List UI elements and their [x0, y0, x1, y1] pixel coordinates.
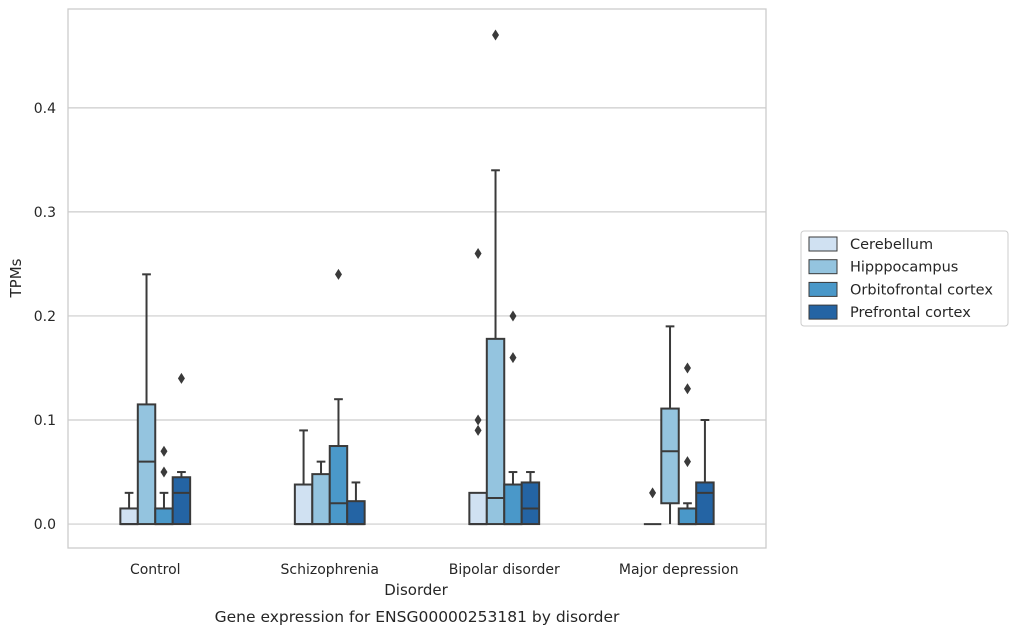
box-major-depression-cerebellum — [643, 487, 662, 526]
box-bipolar-disorder-prefrontal-cortex — [520, 471, 541, 526]
x-tick-label-control: Control — [130, 562, 181, 578]
outlier-point — [683, 456, 691, 468]
outlier-point — [509, 310, 517, 322]
outlier-point — [160, 466, 168, 478]
box-major-depression-hipppocampus — [660, 325, 680, 525]
box-iqr — [293, 483, 314, 526]
y-tick-labels: 0.0 0.1 0.2 0.3 0.4 — [34, 101, 56, 533]
outlier-point — [474, 424, 482, 436]
outlier-point — [334, 268, 342, 280]
box-iqr — [136, 403, 157, 526]
box-iqr — [311, 473, 331, 526]
x-axis-title: Disorder — [384, 581, 448, 599]
x-tick-label-schizophrenia: Schizophrenia — [281, 562, 379, 578]
y-tick-label: 0.0 — [34, 517, 56, 533]
legend: Cerebellum Hipppocampus Orbitofrontal cort… — [800, 230, 1009, 327]
y-tick-label: 0.4 — [34, 101, 56, 117]
x-tick-labels: Control Schizophrenia Bipolar disorder Majo… — [130, 562, 739, 578]
outlier-point — [177, 372, 185, 384]
box-iqr — [677, 507, 698, 526]
legend-label: Orbitofrontal cortex — [850, 282, 993, 298]
box-iqr — [660, 407, 680, 505]
legend-item-orbitofrontal-cortex: Orbitofrontal cortex — [808, 281, 993, 298]
legend-items: Cerebellum Hipppocampus Orbitofrontal cort… — [808, 236, 993, 321]
box-iqr — [485, 337, 506, 526]
legend-swatch — [808, 281, 838, 297]
outlier-point — [683, 383, 691, 395]
outlier-point — [509, 352, 517, 364]
legend-label: Cerebellum — [850, 237, 933, 253]
box-iqr — [468, 491, 488, 526]
box-iqr — [503, 483, 523, 526]
box-iqr — [346, 500, 366, 526]
legend-swatch — [808, 236, 838, 252]
y-tick-label: 0.2 — [34, 309, 56, 325]
legend-item-cerebellum: Cerebellum — [808, 236, 933, 253]
box-schizophrenia-hipppocampus — [311, 460, 331, 526]
plot-frame — [67, 8, 767, 549]
box-control-prefrontal-cortex — [171, 372, 192, 526]
box-control-hipppocampus — [136, 273, 157, 526]
box-iqr — [154, 507, 174, 526]
box-control-orbitofrontal-cortex — [154, 445, 174, 526]
legend-label: Hipppocampus — [850, 260, 958, 276]
outlier-point — [683, 362, 691, 374]
figure-caption: Gene expression for ENSG00000253181 by d… — [215, 608, 620, 626]
legend-item-hipppocampus: Hipppocampus — [808, 259, 958, 276]
box-schizophrenia-prefrontal-cortex — [346, 481, 366, 526]
outlier-point — [474, 414, 482, 426]
outlier-point — [160, 445, 168, 457]
x-tick-label-major-depression: Major depression — [619, 562, 739, 578]
x-tick-label-bipolar-disorder: Bipolar disorder — [449, 562, 560, 578]
y-axis-title: TPMs — [7, 258, 25, 298]
box-iqr — [171, 476, 192, 526]
outlier-point — [474, 248, 482, 260]
legend-item-prefrontal-cortex: Prefrontal cortex — [808, 304, 971, 321]
box-bipolar-disorder-hipppocampus — [485, 29, 506, 526]
y-tick-label: 0.3 — [34, 205, 56, 221]
legend-swatch — [808, 259, 838, 275]
box-iqr — [695, 481, 715, 526]
box-major-depression-prefrontal-cortex — [695, 419, 715, 526]
box-iqr — [328, 445, 349, 526]
box-iqr — [520, 481, 541, 526]
outlier-point — [492, 29, 500, 41]
box-groups — [119, 29, 715, 526]
box-major-depression-orbitofrontal-cortex — [677, 362, 698, 526]
outlier-point — [649, 487, 657, 499]
box-bipolar-disorder-orbitofrontal-cortex — [503, 310, 523, 526]
legend-label: Prefrontal cortex — [850, 305, 971, 321]
y-tick-label: 0.1 — [34, 413, 56, 429]
box-control-cerebellum — [119, 491, 139, 526]
legend-swatch — [808, 304, 838, 320]
box-iqr — [119, 507, 139, 526]
box-schizophrenia-orbitofrontal-cortex — [328, 268, 349, 526]
legend-frame — [800, 230, 1009, 327]
